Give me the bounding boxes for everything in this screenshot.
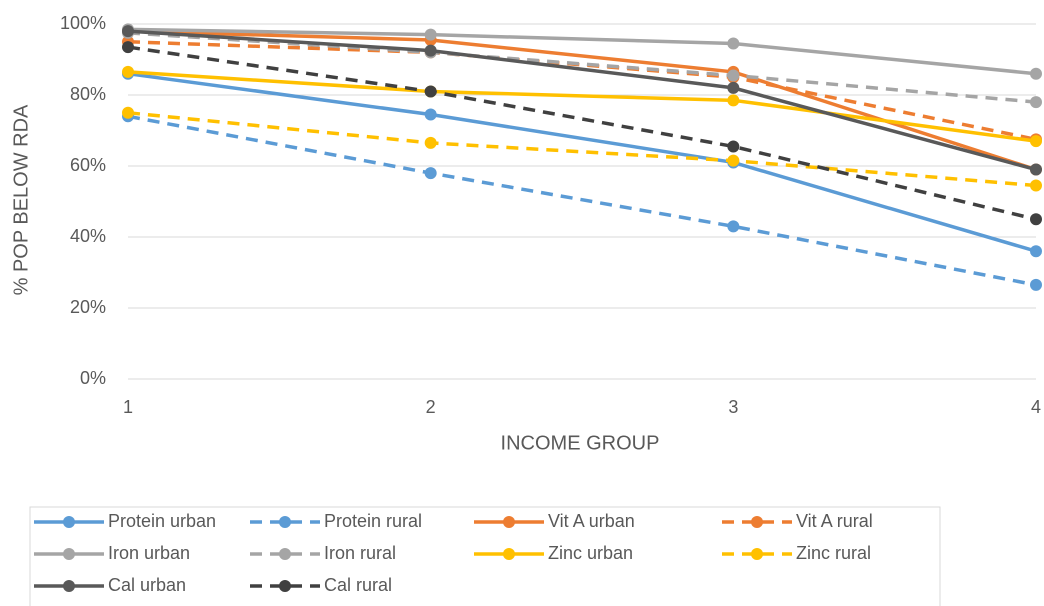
y-tick-label: 60% [70,155,106,175]
legend-label: Iron rural [324,543,396,563]
series-line [127,114,1037,287]
legend-label: Zinc rural [796,543,871,563]
y-tick-label: 0% [80,368,106,388]
data-point [122,25,134,38]
legend-box [29,506,941,606]
x-axis-title: INCOME GROUP [501,432,660,454]
series-line [127,45,1037,221]
legend-marker [751,516,763,528]
legend-label: Vit A rural [796,511,873,531]
x-tick-label: 1 [123,397,133,417]
series-line [127,70,1037,143]
data-point [1030,179,1042,192]
data-point [727,69,740,82]
y-tick-label: 40% [70,226,106,246]
data-point [424,108,437,121]
series-line [127,40,1037,142]
legend-label: Protein urban [108,511,216,531]
data-point [727,81,740,94]
x-tick-label: 2 [426,397,436,417]
x-tick-label: 3 [728,397,738,417]
data-point [727,37,740,50]
data-point [1030,96,1042,109]
data-point [122,65,134,78]
legend-marker [503,548,515,560]
legend-label: Zinc urban [548,543,633,563]
data-point [424,136,437,149]
data-point [1030,213,1042,226]
data-point [424,85,437,98]
series-line [127,31,1037,104]
data-point [1030,245,1042,258]
legend-label: Cal urban [108,575,186,595]
legend-marker [63,580,75,592]
legend: Protein urban Protein rural Vit A urban Vit… [29,506,941,606]
legend-label: Protein rural [324,511,422,531]
data-point [424,167,437,180]
data-point [727,154,740,167]
legend-marker [279,548,291,560]
series-line [127,29,1037,172]
series-line [127,71,1037,253]
y-tick-label: 80% [70,84,106,104]
data-point [424,44,437,57]
data-point [727,220,740,233]
data-point [1030,163,1042,176]
data-point [122,106,134,119]
data-point [727,140,740,153]
legend-marker [279,580,291,592]
x-tick-label: 4 [1031,397,1041,417]
data-point [1030,67,1042,80]
data-point [1030,278,1042,291]
series-line [127,27,1037,76]
legend-marker [503,516,515,528]
data-point [424,28,437,41]
legend-marker [751,548,763,560]
legend-label: Vit A urban [548,511,635,531]
legend-marker [63,548,75,560]
legend-label: Cal rural [324,575,392,595]
legend-marker [279,516,291,528]
data-point [122,41,134,54]
data-point [1030,135,1042,148]
legend-marker [63,516,75,528]
legend-label: Iron urban [108,543,190,563]
y-axis-title: % POP BELOW RDA [10,104,32,295]
data-point [727,94,740,107]
y-tick-label: 20% [70,297,106,317]
y-tick-label: 100% [60,13,106,33]
